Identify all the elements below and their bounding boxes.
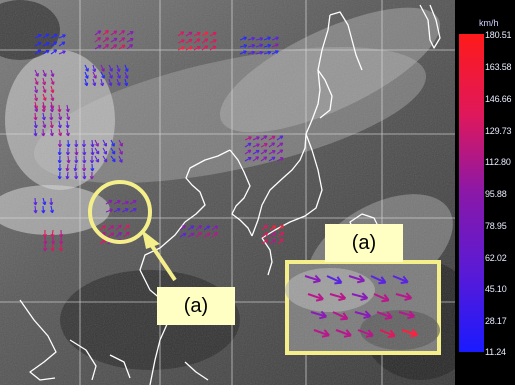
colorbar-tick: 45.10 [485, 284, 507, 294]
colorbar-tick: 180.51 [485, 30, 511, 40]
wind-arrowhead-icon [252, 51, 255, 52]
wind-arrowhead-icon [275, 37, 278, 38]
wind-arrowhead-icon [53, 74, 54, 77]
wind-arrowhead-icon [53, 98, 54, 101]
colorbar-tick: 62.02 [485, 253, 507, 263]
colorbar-tick: 11.24 [485, 347, 506, 357]
wind-arrowhead-icon [97, 38, 100, 39]
wind-arrowhead-icon [128, 68, 129, 71]
colorbar-tick: 129.73 [485, 126, 511, 136]
wind-arrowhead-icon [111, 83, 112, 86]
wind-arrowhead-icon [95, 69, 96, 72]
wind-arrowhead-icon [128, 75, 129, 78]
wind-arrowhead-icon [126, 232, 129, 233]
wind-arrowhead-icon [214, 233, 217, 234]
callout-label-inset: (a) [325, 224, 403, 262]
wind-arrowhead-icon [198, 232, 201, 233]
wind-arrowhead-icon [280, 239, 283, 240]
wind-arrowhead-icon [87, 83, 88, 86]
wind-arrowhead-icon [280, 225, 283, 226]
wind-arrowhead-icon [53, 106, 54, 109]
wind-arrowhead-icon [69, 117, 70, 120]
wind-arrowhead-icon [129, 45, 132, 46]
wind-arrowhead-icon [252, 44, 255, 45]
wind-arrowhead-icon [53, 90, 54, 93]
wind-arrowhead-icon [272, 239, 275, 240]
wind-arrowhead-icon [45, 125, 46, 128]
wind-arrowhead-icon [260, 44, 263, 45]
wind-arrowhead-icon [109, 209, 112, 210]
wind-arrowhead-icon [105, 31, 108, 32]
wind-arrowhead-icon [267, 37, 270, 38]
colorbar-tick: 28.17 [485, 316, 507, 326]
callout-label-left: (a) [157, 287, 235, 325]
colorbar-gradient [459, 34, 484, 352]
colorbar-tick: 95.88 [485, 189, 507, 199]
wind-arrowhead-icon [264, 225, 267, 226]
wind-arrowhead-icon [118, 233, 121, 234]
wind-arrowhead-icon [45, 90, 46, 93]
wind-arrowhead-icon [118, 225, 121, 226]
colorbar-tick: 163.58 [485, 62, 511, 72]
inset-zoom [285, 262, 440, 353]
colorbar-tick: 146.66 [485, 94, 511, 104]
wind-arrowhead-icon [46, 97, 47, 100]
wind-arrowhead-icon [126, 225, 129, 226]
wind-arrowhead-icon [120, 82, 121, 85]
wind-arrowhead-icon [118, 239, 121, 240]
wind-arrowhead-icon [61, 133, 62, 136]
wind-arrowhead-icon [268, 51, 271, 52]
wind-arrowhead-icon [126, 201, 129, 202]
wind-arrowhead-icon [127, 83, 128, 86]
wind-arrowhead-icon [260, 51, 263, 52]
wind-arrowhead-icon [37, 109, 38, 112]
colorbar-unit: km/h [479, 18, 499, 28]
wind-arrowhead-icon [45, 202, 46, 205]
wind-arrowhead-icon [105, 45, 108, 46]
colorbar-tick: 112.80 [485, 157, 511, 167]
wind-arrowhead-icon [54, 81, 55, 84]
wind-arrowhead-icon [280, 233, 283, 234]
wind-arrowhead-icon [119, 69, 120, 72]
wind-arrowhead-icon [102, 232, 105, 233]
wind-arrowhead-icon [268, 44, 271, 45]
wind-arrowhead-icon [95, 83, 96, 86]
wind-arrowhead-icon [61, 117, 62, 120]
colorbar-tick: 78.95 [485, 221, 507, 231]
wind-arrowhead-icon [252, 37, 255, 38]
